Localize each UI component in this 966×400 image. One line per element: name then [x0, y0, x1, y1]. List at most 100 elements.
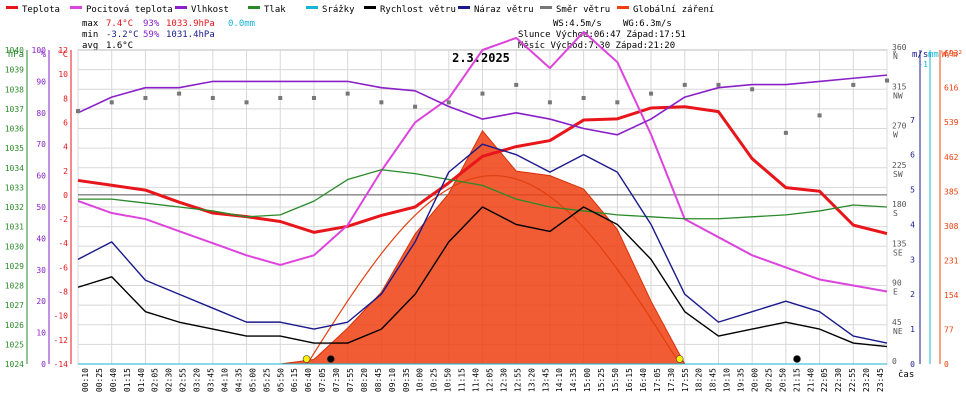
axis-tick-hpa: 1026 [5, 321, 24, 330]
stats-min-label: min [82, 30, 98, 40]
axis-unit-hpa: hPa [8, 50, 24, 60]
stats-avg-label: avg [82, 41, 98, 51]
axis-tick-pct: 60 [36, 172, 46, 181]
axis-tick-hpa: 1032 [5, 203, 24, 212]
x-tick-label: 17:05 [653, 368, 662, 392]
series-line-degc [77, 105, 888, 236]
axis-tick-hpa: 1025 [5, 340, 24, 349]
x-tick-label: 13:20 [527, 368, 536, 392]
axis-tick-wm2: 77 [944, 325, 954, 334]
x-tick-label: 10:50 [444, 368, 453, 392]
x-tick-label: 09:35 [402, 368, 411, 392]
series-dir-point [783, 130, 788, 135]
x-tick-label: 11:15 [458, 368, 467, 392]
x-tick-label: 18:20 [695, 368, 704, 392]
series-dir-point [109, 100, 114, 105]
x-tick-label: 14:35 [569, 368, 578, 392]
series-dir-point [177, 91, 182, 96]
legend-label-solar: Globální záření [633, 5, 714, 15]
axis-tick-dir: 90 [892, 279, 902, 288]
moonrise-marker [327, 355, 335, 363]
legend-swatch-gust [458, 6, 470, 9]
legend-swatch-rain [306, 6, 318, 9]
info-ws: WS:4.5m/s [553, 19, 602, 29]
axis-tick-wm2: 539 [944, 118, 959, 127]
axis-tick-mm: -1 [918, 60, 928, 69]
x-tick-label: 23:20 [862, 368, 871, 392]
x-tick-label: 05:00 [248, 368, 257, 392]
axis-tick-ms: 1 [910, 325, 915, 334]
x-tick-label: 12:05 [485, 368, 494, 392]
right-axes: °045NE90E135SE180S225SW270W315NW360Nm/s0… [892, 43, 963, 369]
x-tick-label: 00:40 [109, 368, 118, 392]
legend-swatch-press [248, 6, 260, 9]
info-sun: Slunce Východ:06:47 Západ:17:51 [518, 30, 686, 40]
series-dir-point [851, 82, 856, 87]
x-tick-label: 04:10 [220, 368, 229, 392]
series-dir-point [143, 95, 148, 100]
axis-tick-pct: 50 [36, 203, 46, 212]
legend-label-rain: Srážky [322, 5, 355, 15]
axis-tick-wm2: 616 [944, 84, 959, 93]
axis-tick-pct: 10 [36, 329, 46, 338]
axis-label-dir: SW [893, 170, 903, 179]
axis-tick-pct: 80 [36, 109, 46, 118]
series-dir-point [210, 95, 215, 100]
axis-label-dir: E [893, 288, 898, 297]
x-tick-label: 16:15 [625, 368, 634, 392]
stats-min-temp: -3.2°C [106, 30, 139, 40]
axis-tick-pct: 90 [36, 77, 46, 86]
x-tick-label: 08:20 [360, 368, 369, 392]
axis-tick-pct: 100 [32, 46, 47, 55]
axis-tick-ms: 3 [910, 255, 915, 264]
x-tick-label: 00:10 [81, 368, 90, 392]
axis-tick-ms: 6 [910, 151, 915, 160]
axis-tick-wm2: 154 [944, 291, 959, 300]
x-tick-label: 10:00 [416, 368, 425, 392]
legend-swatch-wind [364, 6, 376, 9]
axis-label-dir: N [893, 52, 898, 61]
info-moon: Měsíc Východ:7:30 Západ:21:20 [518, 41, 675, 51]
axis-tick-degc: -4 [58, 239, 68, 248]
legend-swatch-feels [70, 6, 82, 9]
x-tick-label: 01:15 [123, 368, 132, 392]
legend-label-temp: Teplota [22, 5, 60, 15]
axis-tick-dir: 225 [892, 161, 907, 170]
x-tick-label: 17:55 [681, 368, 690, 392]
axis-tick-wm2: 693 [944, 49, 959, 58]
x-tick-label: 06:40 [304, 368, 313, 392]
series-dir-point [413, 104, 418, 109]
left-axes: hPa1024102510261027102810291030103110321… [5, 46, 72, 369]
axis-tick-hpa: 1028 [5, 282, 24, 291]
x-tick-label: 04:35 [234, 368, 243, 392]
stats-max-hum: 93% [143, 19, 160, 29]
axis-tick-degc: -8 [58, 288, 68, 297]
axis-tick-ms: 4 [910, 220, 915, 229]
series-dir-point [547, 100, 552, 105]
legend-label-gust: Náraz větru [474, 5, 534, 15]
chart-title: 2.3.2025 [452, 51, 510, 65]
axis-tick-degc: 8 [63, 94, 68, 103]
x-tick-label: 03:45 [207, 368, 216, 392]
stats-max-temp: 7.4°C [106, 19, 133, 29]
axis-tick-wm2: 385 [944, 187, 959, 196]
axis-tick-dir: 0 [892, 357, 897, 366]
stats-min-press: 1031.4hPa [166, 30, 215, 40]
axis-tick-degc: 0 [63, 191, 68, 200]
series-line-hpa [78, 169, 888, 220]
axis-tick-pct: 30 [36, 266, 46, 275]
axis-tick-hpa: 1037 [5, 105, 24, 114]
axis-label-dir: W [893, 131, 898, 140]
x-tick-label: 21:40 [806, 368, 815, 392]
series-line-pct [77, 74, 888, 136]
series-dir-point [446, 100, 451, 105]
x-tick-label: 11:40 [472, 368, 481, 392]
x-tick-label: 22:30 [834, 368, 843, 392]
axis-tick-hpa: 1029 [5, 262, 24, 271]
legend-label-wind: Rychlost větru [380, 5, 456, 15]
axis-tick-dir: 315 [892, 82, 907, 91]
x-tick-label: 00:25 [95, 368, 104, 392]
x-tick-label: 07:55 [346, 368, 355, 392]
legend-label-dir: Směr větru [556, 5, 610, 15]
axis-tick-hpa: 1033 [5, 183, 24, 192]
